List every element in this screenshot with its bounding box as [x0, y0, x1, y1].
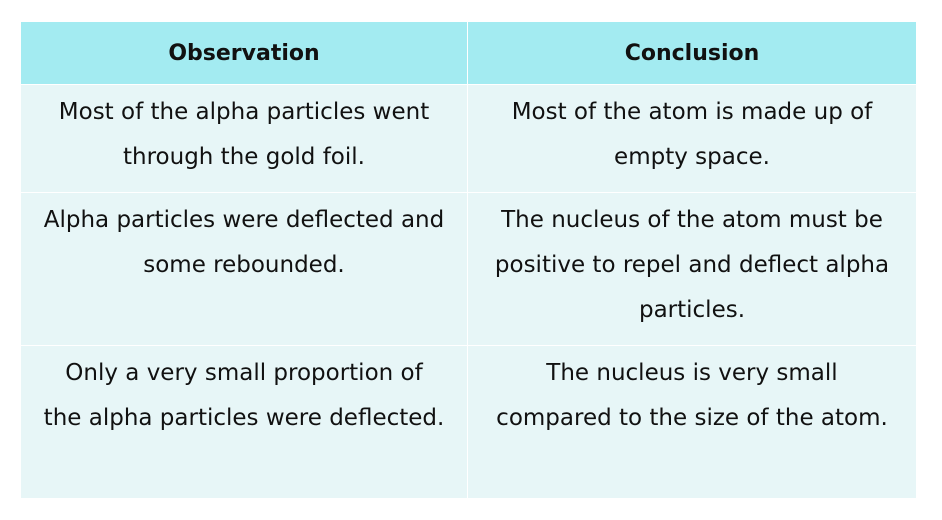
row-3-conclusion: The nucleus is very small compared to th… — [468, 346, 916, 498]
row-2-conclusion: The nucleus of the atom must be positive… — [468, 193, 916, 345]
header-conclusion: Conclusion — [468, 22, 916, 84]
header-observation: Observation — [21, 22, 467, 84]
row-1-observation: Most of the alpha particles went through… — [21, 85, 467, 192]
row-3-observation: Only a very small proportion of the alph… — [21, 346, 467, 498]
observation-conclusion-table: Observation Conclusion Most of the alpha… — [21, 22, 916, 498]
row-2-observation: Alpha particles were deflected and some … — [21, 193, 467, 345]
row-1-conclusion: Most of the atom is made up of empty spa… — [468, 85, 916, 192]
